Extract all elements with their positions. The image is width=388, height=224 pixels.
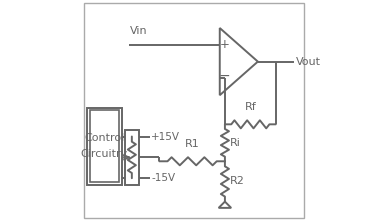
Text: R2: R2	[230, 177, 245, 186]
Text: Vout: Vout	[296, 57, 320, 67]
Text: Ri: Ri	[230, 138, 241, 148]
Text: Rf: Rf	[244, 102, 256, 112]
Text: +15V: +15V	[151, 131, 180, 142]
Bar	[125, 130, 139, 185]
Text: +: +	[220, 38, 230, 51]
Bar	[87, 108, 122, 185]
Text: Control: Control	[84, 133, 125, 143]
Text: -15V: -15V	[151, 173, 175, 183]
Text: Circuitry: Circuitry	[81, 149, 128, 159]
Text: R1: R1	[185, 139, 199, 149]
Bar	[90, 110, 119, 182]
Text: Vin: Vin	[130, 26, 148, 36]
Text: −: −	[219, 69, 230, 83]
